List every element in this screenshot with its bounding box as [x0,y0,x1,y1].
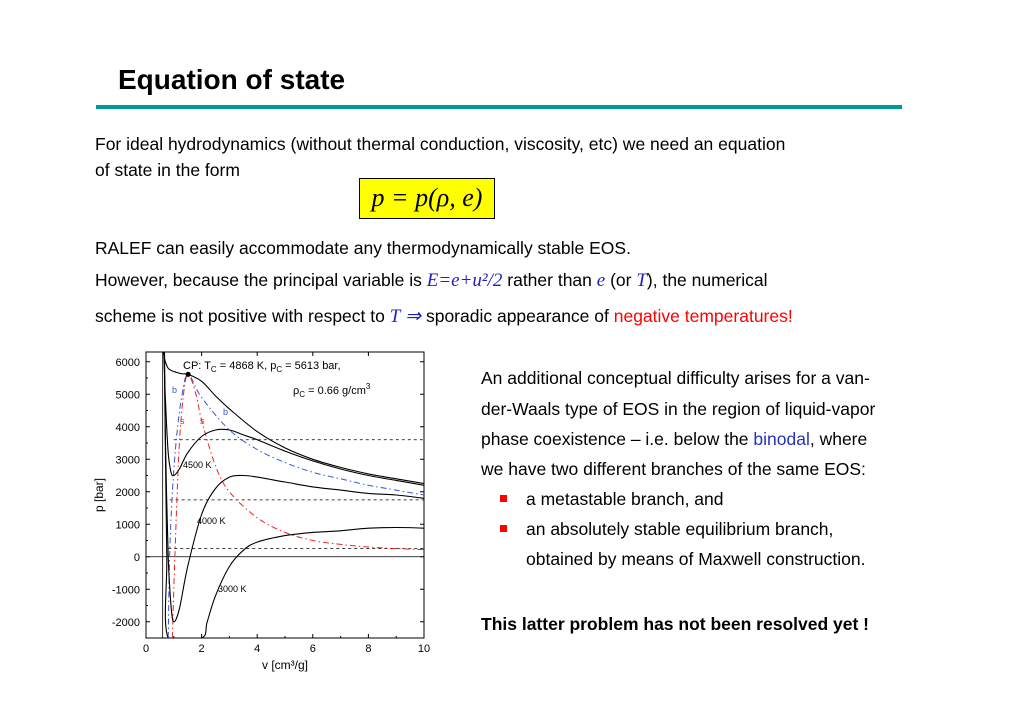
intro-line-2: of state in the form [95,160,240,180]
binodal-curve [167,373,424,638]
bullet-marker-2 [500,525,507,532]
conclusion-line: This latter problem has not been resolve… [481,614,870,634]
energy-expression: E=e+u²/2 [426,270,503,291]
isotherm-label-4000: 4000 K [197,516,226,526]
x-tick-label-5: 10 [418,643,430,655]
title-underline [96,105,902,109]
critical-point-label: CP: TC = 4868 K, pC = 5613 bar, [183,360,341,374]
ralef-line: RALEF can easily accommodate any thermod… [95,238,631,258]
x-tick-label-0: 0 [143,643,149,655]
spinodal-label-left: s [180,416,185,426]
plot-frame [145,351,425,639]
however-post: ), the numerical [646,270,768,290]
var-T: T [636,270,647,291]
however-mid: rather than [502,270,597,290]
y-tick-label-1: -1000 [112,584,140,596]
isotherm-2 [163,352,424,623]
y-tick-label-0: -2000 [112,617,140,629]
x-tick-label-4: 8 [365,643,371,655]
intro-line-1: For ideal hydrodynamics (without thermal… [95,134,786,154]
x-tick-label-2: 4 [254,643,260,655]
critical-point-marker [185,371,191,377]
isotherm-3 [163,352,424,638]
bullet-item-2-continued: obtained by means of Maxwell constructio… [526,549,866,569]
var-e: e [596,270,606,291]
however-pre: However, because the principal variable … [95,270,427,290]
implies-arrow: ⇒ [405,306,422,327]
binodal-label-left: b [172,385,177,395]
right-text-line-2: der-Waals type of EOS in the region of l… [481,399,876,419]
critical-density-label: ρC = 0.66 g/cm3 [293,382,371,399]
however-or: (or [605,270,637,290]
negative-temperatures: negative temperatures! [613,306,793,326]
bullet-item-1: a metastable branch, and [526,489,724,509]
eos-formula-box: p = p(ρ, e) [359,178,495,219]
scheme-pre: scheme is not positive with respect to [95,306,390,326]
right-line3-text: phase coexistence – i.e. below the [481,429,754,449]
scheme-mid: sporadic appearance of [421,306,614,326]
binodal-label-right: b [223,407,228,417]
scheme-line: scheme is not positive with respect to T… [95,305,793,328]
bullet-marker-1 [500,495,507,502]
y-tick-label-3: 1000 [116,519,140,531]
eos-isotherm-chart: 0 2 4 6 8 10 -2000 -1000 0 1000 2000 3000 4000 5000 60… [92,351,430,672]
x-tick-label-1: 2 [199,643,205,655]
y-tick-label-4: 2000 [116,487,140,499]
binodal-after: , where [809,429,868,449]
y-tick-label-5: 3000 [116,454,140,466]
y-tick-label-6: 4000 [116,422,140,434]
right-text-line-4: we have two different branches of the sa… [481,459,866,479]
right-text-line-1: An additional conceptual difficulty aris… [481,368,870,388]
spinodal-label-right: s [200,416,205,426]
bullet-item-2: an absolutely stable equilibrium branch, [526,519,834,539]
slide-title: Equation of state [118,64,346,95]
isotherm-0 [162,352,424,485]
x-tick-label-3: 6 [310,643,316,655]
however-line: However, because the principal variable … [95,270,768,292]
y-axis-label: p [bar] [92,478,106,512]
isotherm-label-3000: 3000 K [218,584,247,594]
y-tick-label-8: 6000 [116,357,140,369]
isotherm-label-4500: 4500 K [183,460,212,470]
x-axis-label: v [cm³/g] [262,658,308,672]
spinodal-curve [171,373,424,638]
y-tick-label-2: 0 [134,552,140,564]
isotherm-1 [163,352,424,486]
scheme-var-T: T [389,306,401,327]
right-text-line-3: phase coexistence – i.e. below the binod… [481,429,867,450]
y-tick-label-7: 5000 [116,389,140,401]
binodal-term: binodal [753,429,810,449]
